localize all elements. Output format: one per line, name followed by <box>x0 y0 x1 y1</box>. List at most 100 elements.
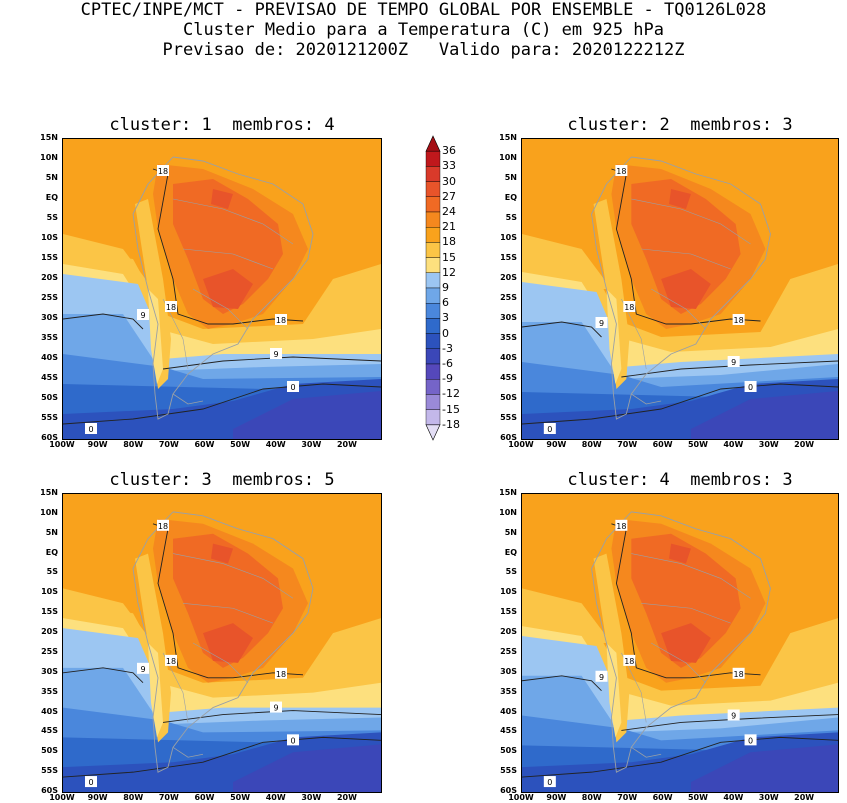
contour-label-text: 9 <box>599 319 604 328</box>
coastline <box>591 511 771 773</box>
contour-label: 18 <box>165 654 177 666</box>
contour-label-text: 0 <box>88 425 93 434</box>
contour-label: 0 <box>744 381 757 392</box>
contour-label: 9 <box>595 317 608 328</box>
latitude-label: 60S <box>500 786 517 795</box>
longitude-label: 30W <box>301 440 322 449</box>
andes-band <box>606 289 622 384</box>
longitude-label: 40W <box>723 440 744 449</box>
longitude-label: 80W <box>123 793 144 802</box>
contour-label-bg <box>623 301 636 312</box>
longitude-label: 50W <box>687 793 708 802</box>
contour-label: 18 <box>615 165 628 176</box>
latitude-label: 10N <box>499 507 517 517</box>
panel-title: cluster: 3 membros: 5 <box>109 470 335 490</box>
contour-label: 18 <box>165 301 177 312</box>
band-neg6-neg3 <box>690 744 838 792</box>
border <box>172 198 294 245</box>
colorbar-level-label: -18 <box>442 417 460 431</box>
latitude-label: 50S <box>41 393 58 402</box>
contour-label-text: 9 <box>731 712 736 721</box>
contour-label-text: 18 <box>276 316 286 325</box>
contour-label: 9 <box>595 670 608 682</box>
latitude-label: EQ <box>504 193 517 202</box>
longitude-label: 40W <box>723 793 744 802</box>
colorbar-level-label: 27 <box>442 189 456 203</box>
contour-label-bg <box>165 654 177 666</box>
andes-band <box>606 643 622 738</box>
map-svg: 18 18 18 9 9 0 0 <box>522 494 838 792</box>
border <box>621 298 647 370</box>
contour-label-bg <box>615 165 628 176</box>
latitude-label: 10N <box>499 153 517 162</box>
contour-label-bg <box>275 667 287 679</box>
temperature-map-panel: 18 18 18 9 9 0 0 <box>521 138 839 440</box>
colorbar-swatch <box>425 318 441 334</box>
latitude-label: 10S <box>500 587 517 597</box>
contour-label-bg <box>732 314 745 325</box>
colorbar-swatch <box>425 378 441 395</box>
contour-label: 18 <box>732 667 745 679</box>
latitude-label: 50S <box>500 393 517 402</box>
contour-18 <box>152 523 304 679</box>
colorbar-arrow-bottom <box>425 424 441 441</box>
longitude-label: 30W <box>301 793 322 802</box>
contour-label: 9 <box>137 309 149 320</box>
latitude-label: 10N <box>40 507 58 517</box>
contour-label: 0 <box>287 381 299 392</box>
band-27-30 <box>203 269 253 309</box>
longitude-label: 50W <box>230 793 251 802</box>
panel-title: cluster: 1 membros: 4 <box>109 115 335 135</box>
contour-0 <box>63 736 381 778</box>
longitude-label: 30W <box>758 793 779 802</box>
latitude-label: 20S <box>500 627 517 637</box>
latitude-label: 40S <box>41 353 58 362</box>
band-neg6-neg3 <box>690 391 838 439</box>
temperature-map-panel: 18 18 18 9 9 0 0 <box>521 493 839 793</box>
colorbar-level-label: 18 <box>442 235 456 249</box>
coastline <box>172 393 204 405</box>
colorbar-swatch <box>425 287 441 304</box>
latitude-label: 50S <box>500 746 517 756</box>
contour-label: 9 <box>137 662 149 674</box>
latitude-label: 55S <box>41 766 58 776</box>
contour-9 <box>522 321 602 338</box>
longitude-label: 80W <box>581 440 602 449</box>
latitude-label: 5S <box>505 213 517 222</box>
colorbar-swatch <box>425 272 441 289</box>
contour-label-text: 18 <box>616 522 626 531</box>
longitude-label: 100W <box>49 793 75 802</box>
contour-label: 18 <box>157 165 169 176</box>
latitude-label: 5N <box>45 527 58 537</box>
temperature-map-panel: 18 18 18 9 9 0 0 <box>62 138 382 440</box>
latitude-label: 15N <box>499 133 517 142</box>
contour-label: 9 <box>270 348 282 359</box>
longitude-label: 20W <box>336 793 357 802</box>
band-24-27 <box>173 533 283 668</box>
latitude-label: 25S <box>41 646 58 656</box>
contour-label-text: 0 <box>748 383 753 392</box>
colorbar-level-label: -15 <box>442 402 460 416</box>
contour-label-bg <box>727 709 740 721</box>
colorbar-swatch <box>425 257 441 273</box>
colorbar-level-label: 3 <box>442 311 449 325</box>
contour-0 <box>63 383 381 425</box>
colorbar-swatch <box>425 211 441 228</box>
latitude-label: 15N <box>499 488 517 497</box>
contour-label-text: 0 <box>547 778 552 787</box>
contour-label: 0 <box>287 734 299 746</box>
contour-label-bg <box>85 423 97 434</box>
band-27-30 <box>203 623 253 663</box>
border <box>621 652 647 723</box>
colorbar-swatch <box>425 363 441 380</box>
latitude-label: 10N <box>40 153 58 162</box>
border <box>182 602 274 624</box>
latitude-label: 45S <box>41 373 58 382</box>
contour-label-bg <box>137 309 149 320</box>
band-27-30 <box>211 189 233 209</box>
longitude-label: 90W <box>546 793 567 802</box>
contour-label-bg <box>623 654 636 666</box>
andes-band <box>148 289 163 384</box>
longitude-label: 60W <box>194 793 215 802</box>
colorbar-swatch <box>425 348 441 365</box>
